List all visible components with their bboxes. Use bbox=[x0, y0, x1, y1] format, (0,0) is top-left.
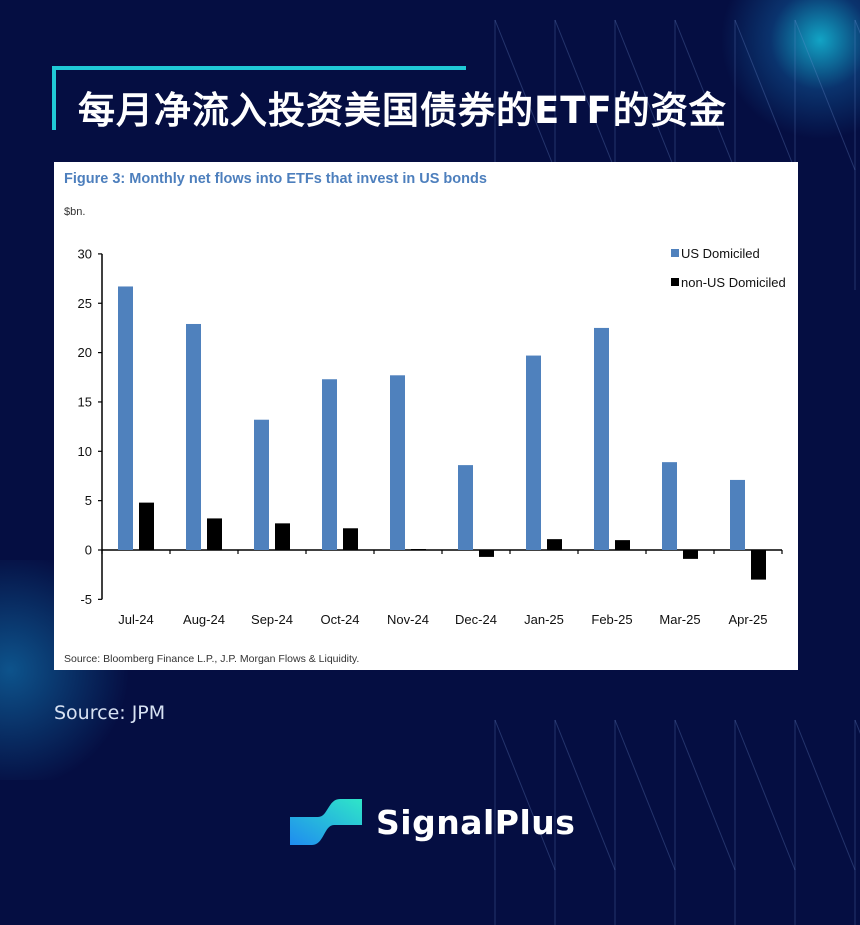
bar-non-us bbox=[207, 518, 222, 550]
y-tick-label: 0 bbox=[85, 543, 92, 558]
bar-non-us bbox=[479, 550, 494, 557]
brand-logo: SignalPlus bbox=[288, 795, 575, 849]
bar-non-us bbox=[139, 502, 154, 550]
bar-non-us bbox=[615, 540, 630, 550]
y-tick-label: 10 bbox=[78, 444, 92, 459]
x-tick-label: Feb-25 bbox=[591, 612, 632, 627]
bar-non-us bbox=[547, 539, 562, 550]
x-tick-label: Oct-24 bbox=[320, 612, 359, 627]
bar-us bbox=[118, 286, 133, 550]
bar-us bbox=[594, 327, 609, 550]
x-tick-label: Dec-24 bbox=[455, 612, 497, 627]
x-tick-label: Jan-25 bbox=[524, 612, 564, 627]
y-tick-label: 5 bbox=[85, 493, 92, 508]
x-tick-label: Apr-25 bbox=[728, 612, 767, 627]
x-tick-label: Jul-24 bbox=[118, 612, 153, 627]
figure-title: Figure 3: Monthly net flows into ETFs th… bbox=[64, 171, 487, 187]
bar-us bbox=[526, 355, 541, 550]
y-tick-label: -5 bbox=[80, 592, 92, 607]
bar-us bbox=[390, 375, 405, 550]
bar-non-us bbox=[275, 523, 290, 550]
bar-non-us bbox=[343, 528, 358, 550]
y-axis-unit: $bn. bbox=[64, 206, 86, 218]
bar-us bbox=[458, 465, 473, 550]
bar-chart: 30 25 20 15 10 5 0 -5 Jul-24 Aug-24 Sep-24 Oct-24 No… bbox=[78, 246, 786, 627]
chart-card: Figure 3: Monthly net flows into ETFs th… bbox=[54, 162, 798, 670]
legend-label: non-US Domiciled bbox=[681, 275, 786, 290]
bar-us bbox=[662, 462, 677, 550]
bar-us bbox=[730, 479, 745, 550]
y-tick-label: 20 bbox=[78, 345, 92, 360]
x-tick-label: Aug-24 bbox=[183, 612, 225, 627]
bar-non-us bbox=[683, 550, 698, 559]
brand-name: SignalPlus bbox=[376, 802, 576, 842]
figure-source-note: Source: Bloomberg Finance L.P., J.P. Mor… bbox=[64, 653, 360, 665]
legend-swatch bbox=[671, 249, 679, 257]
signalplus-logo-icon bbox=[290, 799, 362, 845]
x-tick-label: Mar-25 bbox=[659, 612, 700, 627]
bar-non-us bbox=[411, 549, 426, 551]
legend-swatch bbox=[671, 278, 679, 286]
y-tick-label: 15 bbox=[78, 394, 92, 409]
background-glow-top-right bbox=[720, 0, 860, 140]
x-tick-label: Nov-24 bbox=[387, 612, 429, 627]
source-label: Source: JPM bbox=[54, 702, 166, 724]
bar-us bbox=[254, 419, 269, 550]
page-title: 每月净流入投资美国债券的ETF的资金 bbox=[78, 89, 727, 132]
bar-us bbox=[186, 323, 201, 550]
legend-label: US Domiciled bbox=[681, 246, 760, 261]
y-tick-label: 30 bbox=[78, 246, 92, 261]
bar-us bbox=[322, 379, 337, 550]
x-tick-label: Sep-24 bbox=[251, 612, 293, 627]
bar-non-us bbox=[751, 550, 766, 580]
title-accent-frame bbox=[52, 66, 466, 130]
y-tick-label: 25 bbox=[78, 296, 92, 311]
